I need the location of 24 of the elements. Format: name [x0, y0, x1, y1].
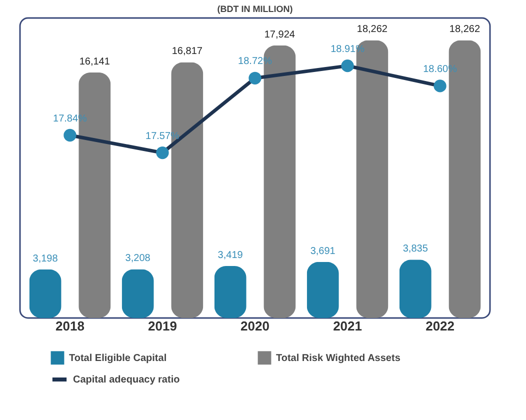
- data-label: 18,262: [356, 24, 388, 36]
- data-label: 3,691: [310, 246, 336, 257]
- data-label: 3,198: [32, 253, 58, 264]
- chart-title: (BDT IN MILLION): [217, 4, 293, 14]
- data-label: 16,141: [79, 56, 110, 68]
- data-label: 18,262: [449, 24, 480, 36]
- data-label: 3,419: [218, 250, 244, 261]
- data-label: 17,924: [264, 29, 296, 40]
- data-label: 3,835: [402, 244, 428, 255]
- bar: [122, 269, 154, 318]
- x-tick-label: 2019: [148, 318, 177, 334]
- x-tick-label: 2022: [426, 318, 454, 334]
- data-label: 16,817: [172, 46, 203, 58]
- legend-label: Capital adequacy ratio: [73, 374, 180, 386]
- legend-label: Total Risk Wighted Assets: [276, 352, 401, 364]
- x-tick-label: 2021: [333, 318, 362, 334]
- bar: [214, 266, 246, 318]
- x-tick-label: 2020: [240, 318, 270, 334]
- data-label: 3,208: [125, 253, 151, 264]
- bar: [399, 260, 432, 318]
- bar: [306, 262, 339, 318]
- legend-label: Total Eligible Capital: [69, 352, 167, 364]
- bar: [29, 269, 62, 318]
- x-tick-label: 2018: [56, 318, 84, 334]
